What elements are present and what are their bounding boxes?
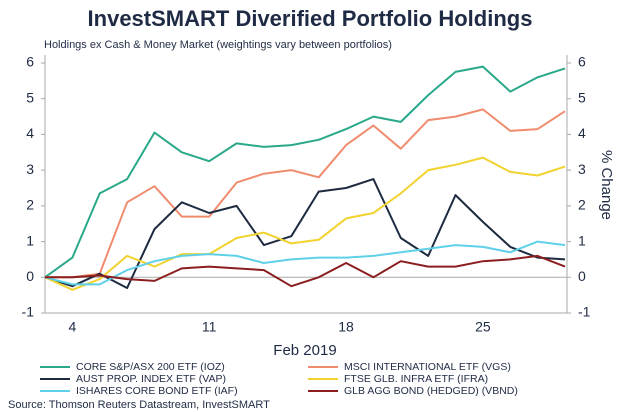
x-tick-label: 25 [475, 319, 491, 335]
legend-label: MSCI INTERNATIONAL ETF (VGS) [344, 361, 511, 373]
legend-label: CORE S&P/ASX 200 ETF (IOZ) [76, 361, 225, 373]
series-line [45, 108, 566, 279]
series-line [45, 254, 566, 288]
x-axis-label: Feb 2019 [273, 342, 336, 359]
y2-tick-label: 6 [578, 54, 586, 70]
y2-tick-label: 1 [578, 232, 586, 248]
y2-tick-label: -1 [578, 304, 591, 320]
y-tick-label: 6 [26, 54, 34, 70]
y2-tick-label: 4 [578, 125, 586, 141]
series-line [44, 65, 566, 279]
y2-tick-label: 3 [578, 161, 586, 177]
series-line [44, 178, 566, 289]
y-tick-label: 2 [26, 197, 34, 213]
series-line [44, 156, 566, 291]
y-tick-label: 3 [26, 161, 34, 177]
legend-label: FTSE GLB. INFRA ETF (IFRA) [344, 373, 488, 385]
y-tick-label: 4 [26, 125, 34, 141]
x-tick-label: 11 [202, 319, 217, 335]
y-tick-label: 0 [26, 268, 34, 284]
y-tick-label: -1 [22, 304, 35, 320]
y-tick-label: 5 [26, 89, 34, 105]
y-tick-label: 1 [26, 232, 34, 248]
source-note: Source: Thomson Reuters Datastream, Inve… [8, 399, 270, 411]
y2-tick-label: 5 [578, 89, 586, 105]
legend-label: AUST PROP. INDEX ETF (VAP) [76, 373, 226, 385]
chart-title: InvestSMART Diverified Portfolio Holding… [88, 6, 533, 31]
x-tick-label: 18 [338, 319, 354, 335]
y2-tick-label: 2 [578, 197, 586, 213]
chart-subtitle: Holdings ex Cash & Money Market (weighti… [44, 39, 392, 51]
series-line [44, 240, 566, 286]
x-tick-label: 4 [68, 319, 76, 335]
y2-tick-label: 0 [578, 268, 586, 284]
y2-axis-label: % Change [598, 150, 615, 220]
legend-label: GLB AGG BOND (HEDGED) (VBND) [344, 385, 518, 397]
legend-label: ISHARES CORE BOND ETF (IAF) [76, 385, 238, 397]
